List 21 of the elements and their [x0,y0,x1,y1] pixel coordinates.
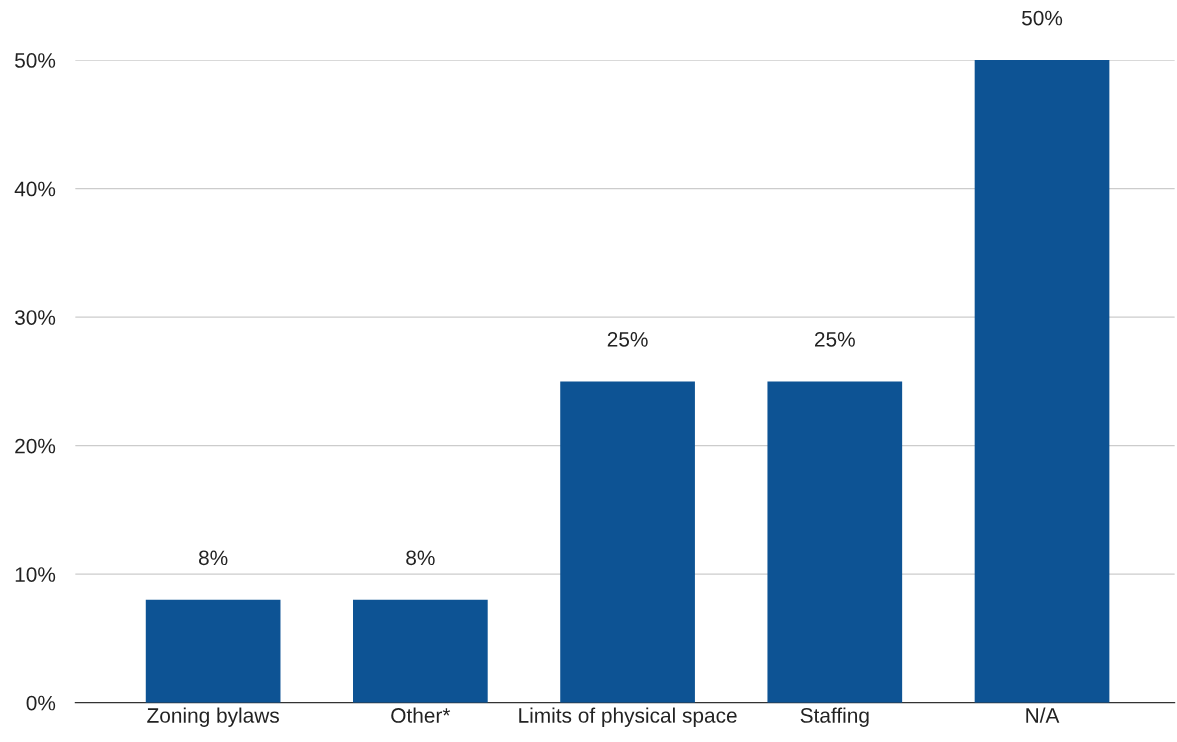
x-tick-label: Staffing [800,707,869,727]
data-label: 8% [406,550,435,566]
data-label: 25% [607,331,648,347]
bar [145,599,281,703]
bar [767,381,903,703]
y-tick-label: 40% [14,181,56,197]
y-tick-label: 0% [26,695,56,711]
y-tick-label: 10% [15,567,56,582]
bar [974,60,1110,703]
y-tick-label: 50% [15,53,56,68]
y-tick-label: 20% [15,438,56,454]
x-tick-label: Zoning bylaws [147,707,279,727]
y-tick-label: 30% [14,310,56,325]
data-label: 25% [815,331,855,347]
x-tick-label: Other* [391,707,451,723]
data-label: 50% [1022,10,1063,26]
x-tick-label: N/A [1026,707,1060,723]
x-tick-label: Limits of physical space [519,707,737,727]
bar [353,599,488,703]
data-label: 8% [198,550,228,566]
bar [560,381,695,703]
